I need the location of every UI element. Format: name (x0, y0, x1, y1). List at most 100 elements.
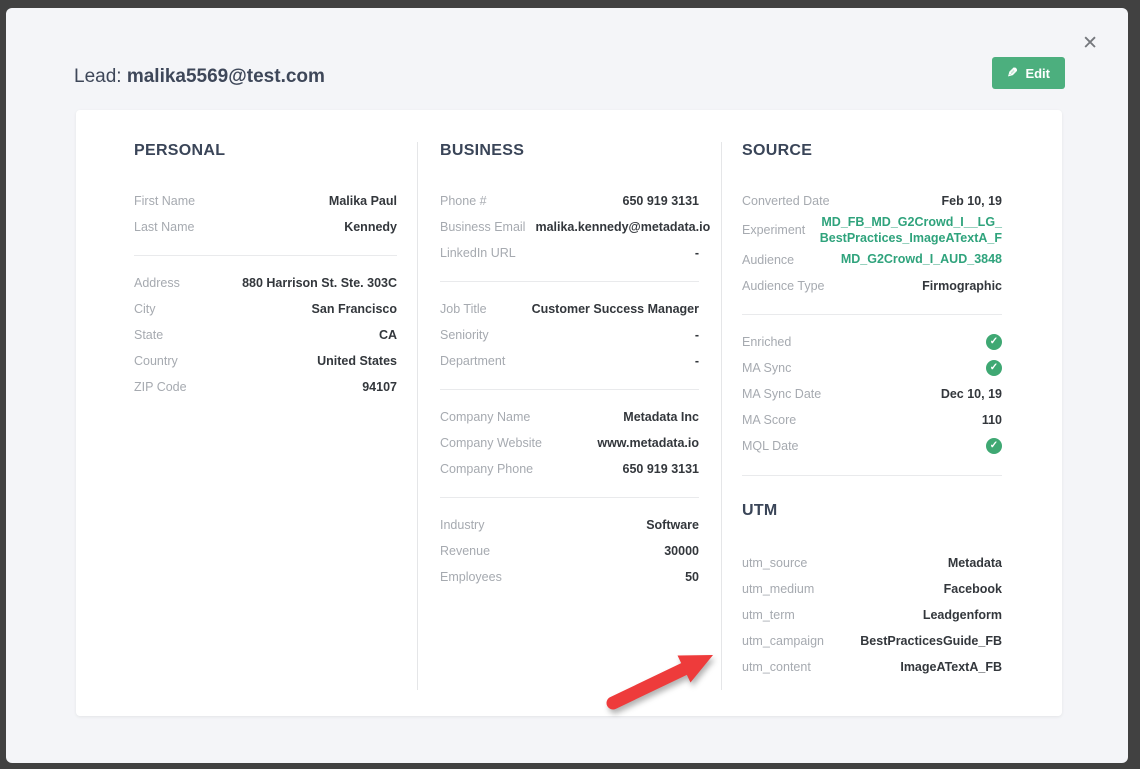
field-row: Experiment MD_FB_MD_G2Crowd_I__LG_BestPr… (742, 214, 1002, 247)
field-label: Company Name (440, 410, 531, 424)
field-label: Phone # (440, 194, 487, 208)
experiment-link[interactable]: MD_FB_MD_G2Crowd_I__LG_BestPractices_Ima… (819, 215, 1002, 246)
field-label: ZIP Code (134, 380, 187, 394)
field-label: Address (134, 276, 180, 290)
field-value: 94107 (362, 380, 397, 394)
field-row: Job Title Customer Success Manager (440, 296, 699, 322)
title-prefix: Lead: (74, 66, 122, 87)
field-label: Last Name (134, 220, 195, 234)
field-row: Company Website www.metadata.io (440, 430, 699, 456)
field-label: MA Score (742, 412, 797, 427)
field-value: San Francisco (311, 302, 397, 316)
field-row: utm_content ImageATextA_FB (742, 654, 1002, 680)
field-row: utm_term Leadgenform (742, 602, 1002, 628)
page-title: Lead: malika5569@test.com (74, 66, 325, 88)
business-company-group: Company Name Metadata Inc Company Websit… (440, 389, 699, 482)
field-value: Feb 10, 19 (941, 194, 1002, 208)
field-value: Metadata (947, 555, 1002, 570)
field-label: Employees (440, 570, 502, 584)
utm-section: UTM utm_source Metadata utm_medium Faceb… (742, 474, 1002, 680)
source-campaign-group: Converted Date Feb 10, 19 Experiment MD_… (742, 188, 1002, 299)
field-row: Seniority - (440, 322, 699, 348)
edit-button[interactable]: ✎ Edit (991, 57, 1065, 89)
field-value: Customer Success Manager (531, 302, 699, 316)
personal-address-group: Address 880 Harrison St. Ste. 303C City … (134, 255, 397, 400)
field-label: utm_campaign (742, 633, 824, 648)
field-value: United States (317, 354, 397, 368)
lead-detail-card: PERSONAL First Name Malika Paul Last Nam… (76, 110, 1062, 716)
field-value: Dec 10, 19 (940, 386, 1002, 401)
field-value: 110 (981, 412, 1002, 427)
field-label: Company Phone (440, 462, 534, 476)
field-label: Industry (440, 518, 485, 532)
red-annotation-arrow-icon (606, 655, 713, 710)
field-row: Last Name Kennedy (134, 214, 397, 240)
field-row: Revenue 30000 (440, 538, 699, 564)
field-row: utm_campaign BestPracticesGuide_FB (742, 628, 1002, 654)
field-row: Audience MD_G2Crowd_I_AUD_3848 (742, 247, 1002, 273)
section-title-source: SOURCE (742, 142, 813, 159)
field-value: Metadata Inc (623, 410, 699, 424)
field-label: LinkedIn URL (440, 246, 516, 260)
field-label: MQL Date (742, 438, 799, 453)
field-label: City (134, 302, 156, 316)
field-value: www.metadata.io (597, 436, 699, 450)
close-icon[interactable]: ✕ (1082, 33, 1098, 54)
check-icon: ✓ (986, 333, 1002, 350)
audience-link[interactable]: MD_G2Crowd_I_AUD_3848 (840, 252, 1002, 267)
field-label: MA Sync (742, 360, 792, 375)
field-row: utm_source Metadata (742, 550, 1002, 576)
field-value: - (694, 246, 699, 260)
field-label: Seniority (440, 328, 489, 342)
field-value: - (694, 328, 699, 342)
field-label: utm_content (742, 659, 811, 674)
field-row: MA Score 110 (742, 407, 1002, 433)
field-value: Firmographic (922, 278, 1002, 293)
field-label: Converted Date (742, 194, 830, 208)
field-value: 880 Harrison St. Ste. 303C (242, 276, 397, 290)
field-row: Employees 50 (440, 564, 699, 590)
field-label: Enriched (742, 334, 792, 349)
field-row: MA Sync ✓ (742, 355, 1002, 381)
field-row: LinkedIn URL - (440, 240, 699, 266)
field-value: 30000 (664, 544, 699, 558)
field-value: CA (378, 328, 397, 342)
field-label: Company Website (440, 436, 542, 450)
field-row: Country United States (134, 348, 397, 374)
field-row: Phone # 650 919 3131 (440, 188, 699, 214)
field-row: Department - (440, 348, 699, 374)
field-row: Address 880 Harrison St. Ste. 303C (134, 270, 397, 296)
field-label: Country (134, 354, 178, 368)
field-row: MA Sync Date Dec 10, 19 (742, 381, 1002, 407)
field-value: Facebook (943, 581, 1002, 596)
field-label: Job Title (440, 302, 487, 316)
source-sync-group: Enriched ✓ MA Sync ✓ MA Sync Date Dec 10… (742, 313, 1002, 459)
section-title-business: BUSINESS (440, 142, 525, 159)
field-value: 50 (685, 570, 699, 584)
field-label: Audience Type (742, 278, 825, 293)
field-value: Kennedy (344, 220, 397, 234)
field-row: ZIP Code 94107 (134, 374, 397, 400)
lead-detail-modal: ✕ Lead: malika5569@test.com ✎ Edit PERSO… (6, 8, 1128, 763)
business-column: BUSINESS Phone # 650 919 3131 Business E… (417, 142, 722, 690)
field-value: Software (646, 518, 699, 532)
field-label: Revenue (440, 544, 491, 558)
field-label: utm_term (742, 607, 795, 622)
field-label: First Name (134, 194, 196, 208)
field-row: Business Email malika.kennedy@metadata.i… (440, 214, 710, 240)
field-row: Converted Date Feb 10, 19 (742, 188, 1002, 214)
section-title-personal: PERSONAL (134, 142, 226, 159)
business-role-group: Job Title Customer Success Manager Senio… (440, 281, 699, 374)
section-title-utm: UTM (742, 501, 778, 519)
field-row: utm_medium Facebook (742, 576, 1002, 602)
field-value: - (694, 354, 699, 368)
edit-button-label: Edit (1025, 65, 1050, 81)
field-label: utm_medium (742, 581, 815, 596)
field-row: Enriched ✓ (742, 329, 1002, 355)
pencil-icon: ✎ (1006, 65, 1018, 80)
field-value: malika.kennedy@metadata.io (535, 220, 711, 234)
utm-group: utm_source Metadata utm_medium Facebook … (742, 550, 1002, 680)
field-row: First Name Malika Paul (134, 188, 397, 214)
lead-email: malika5569@test.com (126, 66, 325, 87)
field-label: Audience (742, 252, 795, 267)
